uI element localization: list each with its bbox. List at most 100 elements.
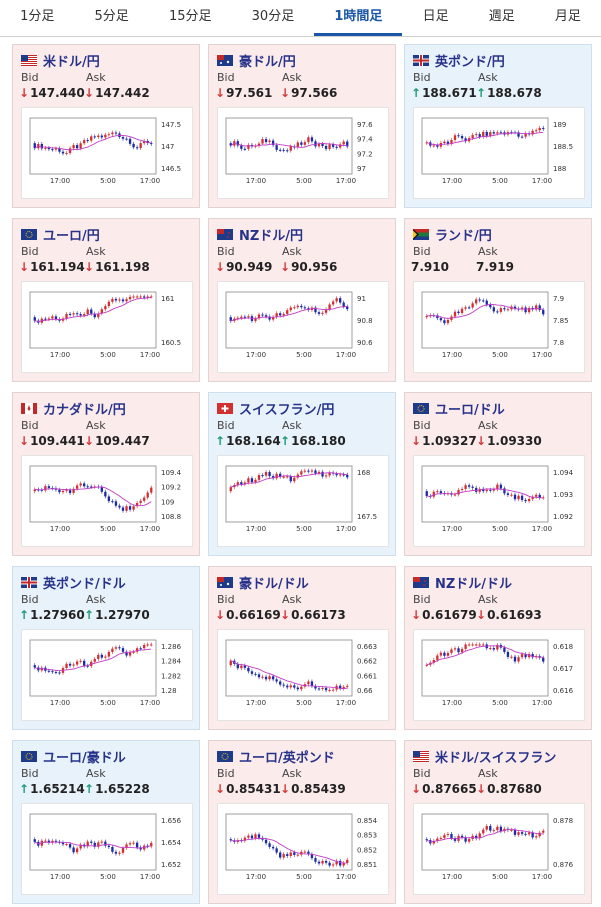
candle <box>489 648 492 650</box>
candle <box>93 658 96 662</box>
rate-card[interactable]: 豪ドル/円 Bid Ask ↓97.561 ↓97.566 97.6 97.4 97.2 97 1… <box>208 44 396 208</box>
price-chart[interactable]: 0.663 0.662 0.661 0.66 17:00 5:00 17:00 <box>217 629 389 721</box>
price-chart[interactable]: 0.854 0.853 0.852 0.851 17:00 5:00 17:00 <box>217 803 389 895</box>
price-chart[interactable]: 147.5 147 146.5 17:00 5:00 17:00 <box>21 107 193 199</box>
candle <box>118 299 121 301</box>
rate-card[interactable]: 英ポンド/ドル Bid Ask ↑1.27960 ↑1.27970 1.286 1.284 1… <box>12 566 200 730</box>
pair-title[interactable]: スイスフラン/円 <box>217 399 334 418</box>
plot-frame <box>29 291 157 349</box>
candle <box>531 654 534 658</box>
candle <box>460 308 464 314</box>
rate-card[interactable]: ユーロ/英ポンド Bid Ask ↓0.85431 ↓0.85439 0.854 0.853… <box>208 740 396 904</box>
pair-title[interactable]: ユーロ/円 <box>21 225 100 244</box>
pair-name: 米ドル/円 <box>43 55 100 70</box>
price-chart[interactable]: 97.6 97.4 97.2 97 17:00 5:00 17:00 <box>217 107 389 199</box>
price-chart[interactable]: 0.878 0.876 17:00 5:00 17:00 <box>413 803 585 895</box>
tab-7[interactable]: 月足 <box>554 9 581 24</box>
rate-card[interactable]: ユーロ/円 Bid Ask ↓161.194 ↓161.198 161 160.5 17:00… <box>12 218 200 382</box>
rate-card[interactable]: 米ドル/スイスフラン Bid Ask ↓0.87665 ↓0.87680 0.878 0.8… <box>404 740 592 904</box>
rate-card[interactable]: 豪ドル/ドル Bid Ask ↓0.66169 ↓0.66173 0.663 0.662 0.… <box>208 566 396 730</box>
rate-card[interactable]: NZドル/ドル Bid Ask ↓0.61679 ↓0.61693 0.618 0.617 0… <box>404 566 592 730</box>
candle <box>243 837 247 841</box>
tab-0[interactable]: 1分足 <box>20 9 55 24</box>
candle <box>132 842 135 844</box>
price-chart[interactable]: 1.656 1.654 1.652 17:00 5:00 17:00 <box>21 803 193 895</box>
price-chart[interactable]: 91 90.8 90.6 17:00 5:00 17:00 <box>217 281 389 373</box>
price-chart[interactable]: 168 167.5 17:00 5:00 17:00 <box>217 455 389 547</box>
bid-value-text: 0.66169 <box>226 608 281 622</box>
pair-title[interactable]: ユーロ/英ポンド <box>217 747 335 766</box>
tab-1[interactable]: 5分足 <box>94 9 129 24</box>
y-tick-label: 0.616 <box>553 687 574 695</box>
pair-title[interactable]: NZドル/円 <box>217 225 303 244</box>
y-tick-label: 147.5 <box>161 121 181 129</box>
eu-flag-icon <box>413 403 429 414</box>
tab-3[interactable]: 30分足 <box>251 9 295 24</box>
candle <box>538 305 541 310</box>
candle <box>538 832 541 837</box>
price-chart[interactable]: 1.286 1.284 1.282 1.28 17:00 5:00 17:00 <box>21 629 193 721</box>
y-tick-label: 7.9 <box>553 295 564 303</box>
arrow-down-icon: ↓ <box>476 782 487 796</box>
candle <box>286 150 289 152</box>
tab-4[interactable]: 1時間足 <box>314 0 403 36</box>
rate-card[interactable]: ユーロ/ドル Bid Ask ↓1.09327 ↓1.09330 1.094 1.093 1.… <box>404 392 592 556</box>
rate-card[interactable]: ユーロ/豪ドル Bid Ask ↑1.65214 ↑1.65228 1.656 1.654 1… <box>12 740 200 904</box>
price-chart[interactable]: 189 188.5 188 17:00 5:00 17:00 <box>413 107 585 199</box>
price-chart[interactable]: 1.094 1.093 1.092 17:00 5:00 17:00 <box>413 455 585 547</box>
candle <box>86 309 89 315</box>
candle <box>510 656 513 658</box>
tab-5[interactable]: 日足 <box>422 9 449 24</box>
candle <box>342 686 345 689</box>
pair-title[interactable]: ユーロ/ドル <box>413 399 505 418</box>
pair-title[interactable]: カナダドル/円 <box>21 399 126 418</box>
y-tick-label: 1.094 <box>553 469 574 477</box>
bid-value: ↓0.85431 <box>215 782 281 796</box>
arrow-down-icon: ↓ <box>19 260 30 274</box>
pair-title[interactable]: 豪ドル/ドル <box>217 573 309 592</box>
ask-label: Ask <box>86 245 106 258</box>
rate-card[interactable]: 米ドル/円 Bid Ask ↓147.440 ↓147.442 147.5 147 146.5… <box>12 44 200 208</box>
candle <box>510 829 513 831</box>
ask-value: ↓0.61693 <box>476 608 542 622</box>
arrow-down-icon: ↓ <box>476 608 487 622</box>
candle <box>503 308 506 310</box>
ask-value: ↓109.447 <box>84 434 150 448</box>
candle <box>314 307 317 313</box>
candle <box>436 315 439 319</box>
candle <box>150 143 153 145</box>
pair-title[interactable]: 英ポンド/ドル <box>21 573 126 592</box>
rate-card[interactable]: NZドル/円 Bid Ask ↓90.949 ↓90.956 91 90.8 90.6 17:0… <box>208 218 396 382</box>
price-chart[interactable]: 109.4 109.2 109 108.8 17:00 5:00 17:00 <box>21 455 193 547</box>
pair-title[interactable]: ランド/円 <box>413 225 492 244</box>
candle <box>79 143 82 149</box>
candle <box>328 304 331 310</box>
rate-card[interactable]: 英ポンド/円 Bid Ask ↑188.671 ↑188.678 189 188.5 188 1… <box>404 44 592 208</box>
candle <box>289 852 292 856</box>
ask-value-text: 0.61693 <box>487 608 542 622</box>
pair-title[interactable]: 豪ドル/円 <box>217 51 296 70</box>
tab-6[interactable]: 週足 <box>488 9 515 24</box>
price-chart[interactable]: 7.9 7.85 7.8 17:00 5:00 17:00 <box>413 281 585 373</box>
candle <box>331 864 335 866</box>
plot-frame <box>421 117 549 175</box>
rate-card[interactable]: カナダドル/円 Bid Ask ↓109.441 ↓109.447 109.4 109.2 1… <box>12 392 200 556</box>
pair-title[interactable]: NZドル/ドル <box>413 573 512 592</box>
bid-value: ↑1.27960 <box>19 608 85 622</box>
rate-card[interactable]: スイスフラン/円 Bid Ask ↑168.164 ↑168.180 168 167.5 17… <box>208 392 396 556</box>
pair-title[interactable]: 米ドル/円 <box>21 51 100 70</box>
tab-2[interactable]: 15分足 <box>168 9 212 24</box>
candle <box>524 833 527 835</box>
pair-title[interactable]: ユーロ/豪ドル <box>21 747 126 766</box>
candle <box>482 300 485 302</box>
y-tick-label: 0.663 <box>357 643 377 651</box>
price-chart[interactable]: 161 160.5 17:00 5:00 17:00 <box>21 281 193 373</box>
candle <box>139 296 142 298</box>
price-chart[interactable]: 0.618 0.617 0.616 17:00 5:00 17:00 <box>413 629 585 721</box>
candle <box>282 313 285 316</box>
candle <box>542 657 545 662</box>
pair-title[interactable]: 米ドル/スイスフラン <box>413 747 556 766</box>
pair-title[interactable]: 英ポンド/円 <box>413 51 505 70</box>
candle <box>254 318 257 321</box>
rate-card[interactable]: ランド/円 Bid Ask 7.910 7.919 7.9 7.85 7.8 17:00 5:00… <box>404 218 592 382</box>
